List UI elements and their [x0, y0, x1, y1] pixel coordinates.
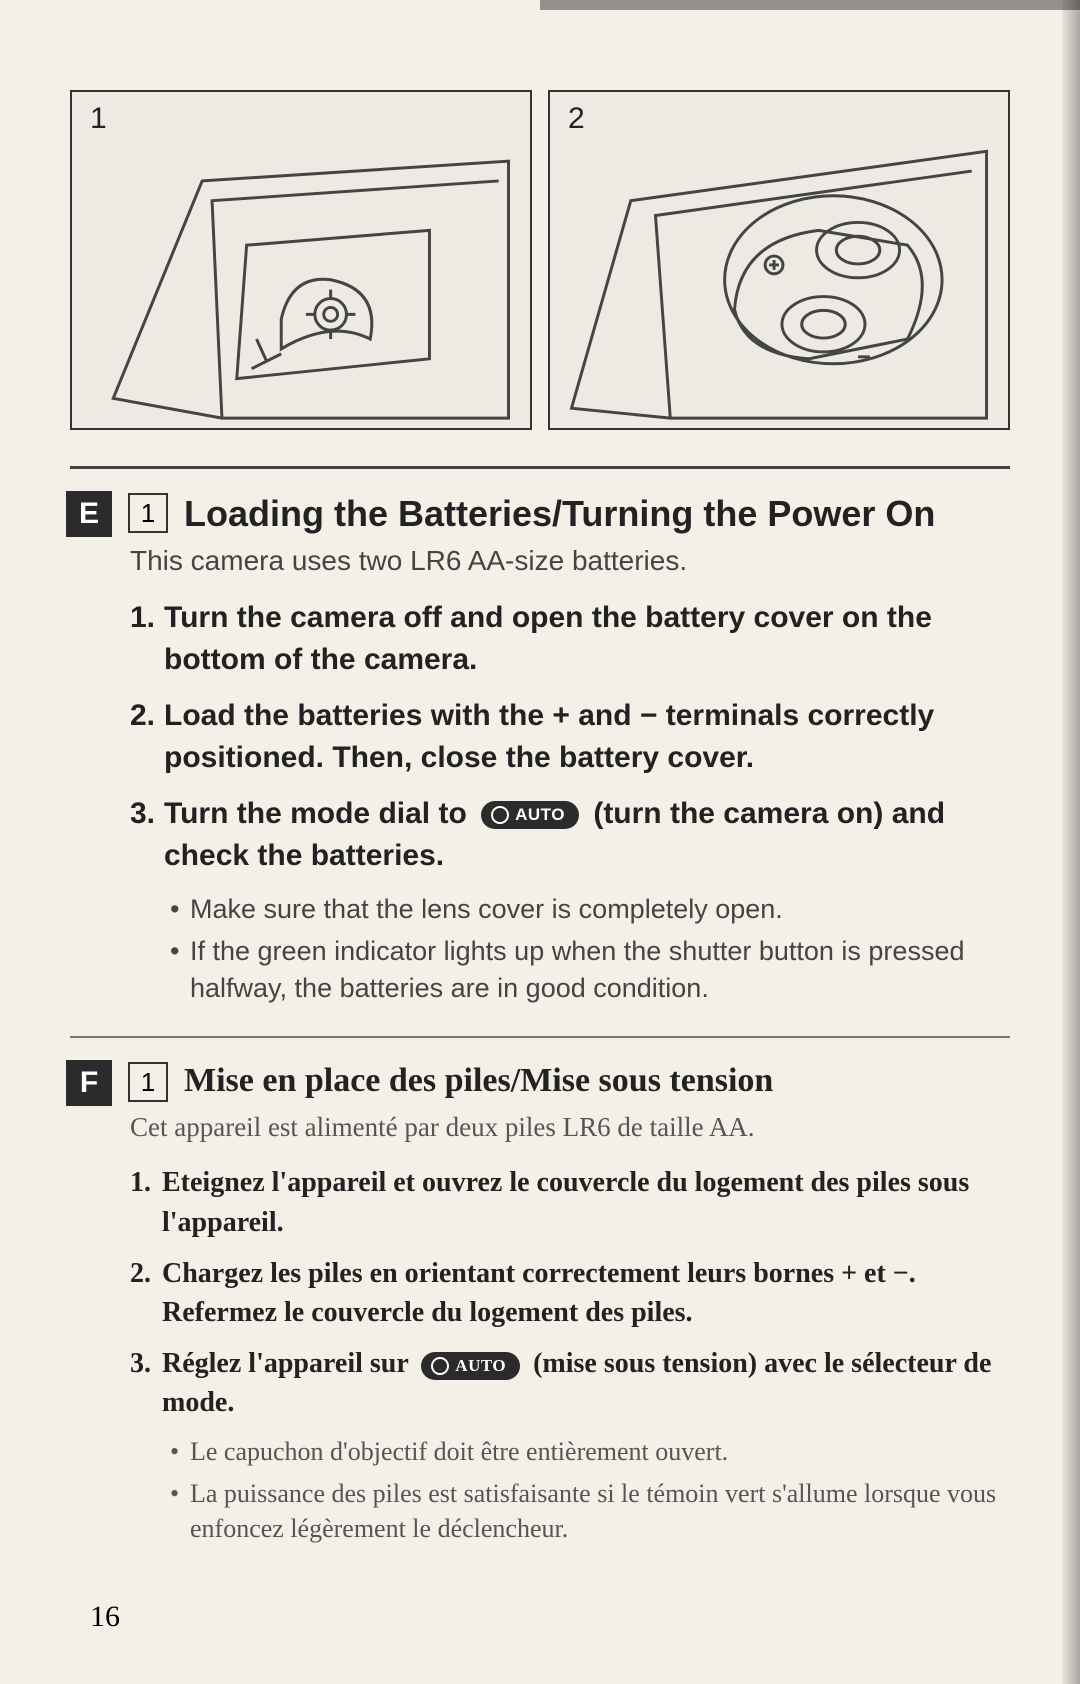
english-step-3: 3. Turn the mode dial to AUTO (turn the …: [130, 793, 1010, 877]
bullet-text: La puissance des piles est satisfaisante…: [190, 1476, 1010, 1546]
battery-insert-drawing: [550, 92, 1008, 428]
step-index-e: 1: [128, 493, 168, 533]
french-section-head: F 1 Mise en place des piles/Mise sous te…: [66, 1060, 1010, 1106]
step-number: 1.: [130, 597, 164, 681]
french-step-3: 3. Réglez l'appareil sur AUTO (mise sous…: [130, 1344, 1010, 1422]
illustration-1-number: 1: [90, 102, 107, 136]
english-step-2: 2. Load the batteries with the + and − t…: [130, 695, 1010, 779]
illustration-row: 1 2: [70, 90, 1010, 430]
bullet-text: Le capuchon d'objectif doit être entière…: [190, 1434, 728, 1469]
french-intro: Cet appareil est alimenté par deux piles…: [130, 1112, 1010, 1143]
step-text: Eteignez l'appareil et ouvrez le couverc…: [162, 1163, 1010, 1241]
bullet-text: Make sure that the lens cover is complet…: [190, 891, 783, 927]
english-bullet-1: • Make sure that the lens cover is compl…: [170, 891, 1010, 927]
lang-badge-e: E: [66, 491, 112, 537]
auto-mode-icon: AUTO: [421, 1352, 520, 1380]
bullet-dot: •: [170, 933, 190, 1006]
step-number: 1.: [130, 1163, 162, 1241]
page-right-shadow: [1062, 0, 1080, 1684]
illustration-2-number: 2: [568, 102, 585, 136]
page-top-shadow: [540, 0, 1080, 10]
english-subbullets: • Make sure that the lens cover is compl…: [170, 891, 1010, 1006]
english-section-head: E 1 Loading the Batteries/Turning the Po…: [66, 491, 1010, 537]
english-bullet-2: • If the green indicator lights up when …: [170, 933, 1010, 1006]
section-divider-top: [70, 466, 1010, 469]
step-text: Réglez l'appareil sur AUTO (mise sous te…: [162, 1344, 1010, 1422]
english-intro: This camera uses two LR6 AA-size batteri…: [130, 545, 1010, 577]
lang-badge-f: F: [66, 1060, 112, 1106]
french-step-2: 2. Chargez les piles en orientant correc…: [130, 1254, 1010, 1332]
step3-part-a: Réglez l'appareil sur: [162, 1348, 408, 1379]
illustration-2: 2: [548, 90, 1010, 430]
page-number: 16: [90, 1600, 120, 1634]
bullet-dot: •: [170, 1476, 190, 1546]
bullet-dot: •: [170, 891, 190, 927]
step-text: Turn the camera off and open the battery…: [164, 597, 1010, 681]
step-number: 3.: [130, 1344, 162, 1422]
battery-cover-drawing: [72, 92, 530, 428]
step3-part-a: Turn the mode dial to: [164, 797, 467, 830]
french-steps: 1. Eteignez l'appareil et ouvrez le couv…: [130, 1163, 1010, 1422]
french-title: Mise en place des piles/Mise sous tensio…: [184, 1060, 773, 1103]
english-steps: 1. Turn the camera off and open the batt…: [130, 597, 1010, 877]
bullet-dot: •: [170, 1434, 190, 1469]
section-divider-mid: [70, 1036, 1010, 1038]
french-step-1: 1. Eteignez l'appareil et ouvrez le couv…: [130, 1163, 1010, 1241]
step-text: Load the batteries with the + and − term…: [164, 695, 1010, 779]
step-index-f: 1: [128, 1062, 168, 1102]
auto-mode-icon: AUTO: [481, 801, 579, 829]
step-number: 3.: [130, 793, 164, 877]
french-subbullets: • Le capuchon d'objectif doit être entiè…: [170, 1434, 1010, 1545]
french-bullet-2: • La puissance des piles est satisfaisan…: [170, 1476, 1010, 1546]
english-step-1: 1. Turn the camera off and open the batt…: [130, 597, 1010, 681]
step-number: 2.: [130, 1254, 162, 1332]
english-title: Loading the Batteries/Turning the Power …: [184, 491, 935, 536]
step-text: Chargez les piles en orientant correctem…: [162, 1254, 1010, 1332]
bullet-text: If the green indicator lights up when th…: [190, 933, 1010, 1006]
illustration-1: 1: [70, 90, 532, 430]
step-text: Turn the mode dial to AUTO (turn the cam…: [164, 793, 1010, 877]
french-bullet-1: • Le capuchon d'objectif doit être entiè…: [170, 1434, 1010, 1469]
step-number: 2.: [130, 695, 164, 779]
